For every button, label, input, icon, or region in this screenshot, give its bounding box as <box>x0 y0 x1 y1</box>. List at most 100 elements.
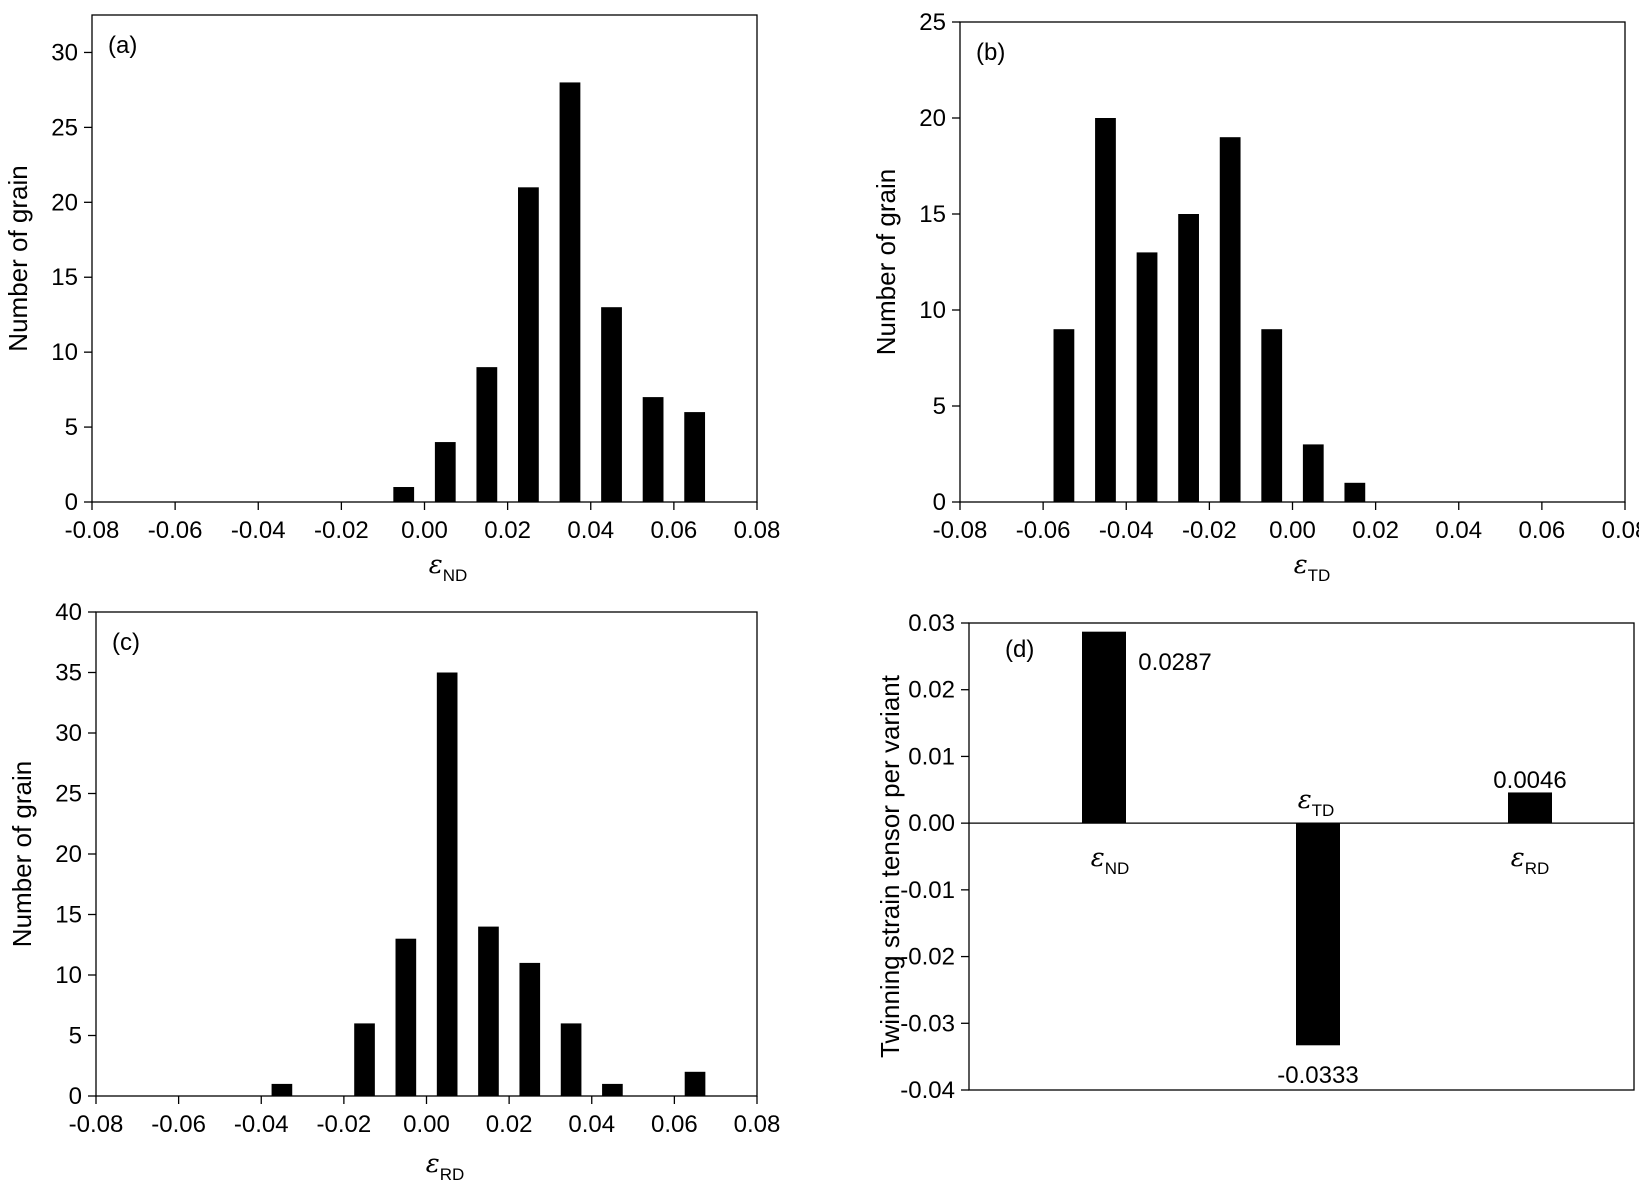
y-tick-label: 10 <box>51 339 78 366</box>
x-tick-label: 0.06 <box>651 517 698 544</box>
y-tick-label: -0.04 <box>900 1077 955 1104</box>
y-tick-label: 40 <box>55 599 82 626</box>
histogram-bar <box>395 938 417 1096</box>
category-label: εTD <box>1298 785 1335 820</box>
y-tick-label: 25 <box>919 9 946 36</box>
strain-bar <box>1082 631 1126 824</box>
histogram-bar <box>601 307 622 502</box>
panel-label: (d) <box>1005 636 1034 663</box>
histogram-bar <box>1302 444 1324 502</box>
y-tick-label: -0.02 <box>900 944 955 971</box>
y-tick-label: 0.03 <box>908 610 955 637</box>
x-tick-label: 0.02 <box>486 1111 533 1138</box>
x-tick-label: 0.00 <box>401 517 448 544</box>
histogram-bar <box>271 1083 293 1096</box>
y-axis-label: Number of grain <box>871 169 901 355</box>
x-tick-label: 0.06 <box>651 1111 698 1138</box>
x-tick-label: -0.06 <box>151 1111 206 1138</box>
x-tick-label: 0.04 <box>1435 517 1482 544</box>
histogram-bar <box>354 1023 375 1096</box>
y-tick-label: -0.01 <box>900 877 955 904</box>
y-tick-label: 0.00 <box>908 810 955 837</box>
y-tick-label: 0 <box>65 489 78 516</box>
x-tick-label: 0.04 <box>568 1111 615 1138</box>
panel-b: -0.08 -0.06 -0.04 -0.02 0.00 0.02 0.04 0.06 0.08… <box>871 9 1639 585</box>
x-tick-label: -0.08 <box>69 1111 124 1138</box>
y-tick-label: 25 <box>55 781 82 808</box>
x-tick-label: -0.06 <box>148 517 203 544</box>
x-tick-label: -0.04 <box>234 1111 289 1138</box>
category-label: εND <box>1091 843 1130 878</box>
strain-bar <box>1508 792 1552 824</box>
y-tick-label: 10 <box>55 962 82 989</box>
y-tick-label: 20 <box>55 841 82 868</box>
x-tick-label: -0.08 <box>933 517 988 544</box>
histogram-bar <box>1219 137 1241 502</box>
histogram-bar <box>476 367 498 502</box>
x-tick-label: 0.04 <box>567 517 614 544</box>
x-axis-label: εND <box>429 550 468 585</box>
y-axis-label: Number of grain <box>7 761 37 947</box>
panel-label: (a) <box>108 32 137 59</box>
x-tick-label: -0.04 <box>1099 517 1154 544</box>
x-tick-label: 0.08 <box>734 517 781 544</box>
y-tick-label: 20 <box>51 189 78 216</box>
histogram-bar <box>684 1071 706 1096</box>
y-tick-label: 30 <box>51 39 78 66</box>
y-tick-label: 30 <box>55 720 82 747</box>
y-tick-label: -0.03 <box>900 1010 955 1037</box>
x-tick-label: -0.02 <box>314 517 369 544</box>
y-tick-label: 5 <box>933 393 946 420</box>
panel-label: (c) <box>112 629 140 656</box>
x-axis-label: εRD <box>426 1149 465 1184</box>
data-label: 0.0046 <box>1493 767 1566 794</box>
x-tick-label: -0.02 <box>1182 517 1237 544</box>
x-tick-label: 0.02 <box>1352 517 1399 544</box>
histogram-bar <box>602 1083 623 1096</box>
y-tick-label: 5 <box>69 1023 82 1050</box>
y-tick-label: 5 <box>65 414 78 441</box>
histogram-bar <box>1136 252 1158 502</box>
data-label: -0.0333 <box>1277 1062 1358 1089</box>
data-label: 0.0287 <box>1138 649 1211 676</box>
histogram-bar <box>1344 482 1366 502</box>
histogram-bar <box>519 962 541 1096</box>
histogram-bar <box>1178 214 1199 502</box>
histogram-bar <box>434 442 456 502</box>
y-tick-label: 20 <box>919 105 946 132</box>
histogram-bar <box>1261 329 1283 502</box>
x-tick-label: 0.06 <box>1519 517 1566 544</box>
y-tick-label: 15 <box>55 902 82 929</box>
panel-a: -0.08 -0.06 -0.04 -0.02 0.00 0.02 0.04 0.06 0.08… <box>3 14 781 585</box>
x-tick-label: -0.06 <box>1016 517 1071 544</box>
histogram-bar <box>560 1023 582 1096</box>
histogram-bar <box>1053 329 1075 502</box>
histogram-bar <box>1095 118 1116 502</box>
x-tick-label: 0.00 <box>1269 517 1316 544</box>
histogram-bar <box>478 926 499 1096</box>
histogram-bar <box>518 187 539 503</box>
panel-d: 0.03 0.02 0.01 0.00 -0.01 -0.02 -0.03 -0.04 (d) T… <box>875 610 1635 1104</box>
panel-c: -0.08 -0.06 -0.04 -0.02 0.00 0.02 0.04 0.06 0.08… <box>7 599 780 1184</box>
x-tick-label: 0.08 <box>1602 517 1639 544</box>
y-tick-label: 35 <box>55 660 82 687</box>
strain-bar <box>1296 823 1340 1046</box>
x-tick-label: 0.00 <box>403 1111 450 1138</box>
y-tick-label: 15 <box>51 264 78 291</box>
y-tick-label: 0 <box>69 1083 82 1110</box>
x-tick-label: 0.02 <box>484 517 531 544</box>
histogram-bar <box>684 412 706 502</box>
y-tick-label: 10 <box>919 297 946 324</box>
y-axis-label: Number of grain <box>3 165 33 351</box>
histogram-bar <box>559 82 581 502</box>
y-tick-label: 0.02 <box>908 677 955 704</box>
panel-label: (b) <box>976 39 1005 66</box>
y-tick-label: 15 <box>919 201 946 228</box>
x-axis-label: εTD <box>1294 550 1331 585</box>
category-label: εRD <box>1511 843 1550 878</box>
y-axis-label: Twinning strain tensor per variant <box>875 674 905 1058</box>
plot-frame <box>968 622 1635 1091</box>
histogram-bar <box>642 397 664 502</box>
histogram-bar <box>393 487 415 502</box>
